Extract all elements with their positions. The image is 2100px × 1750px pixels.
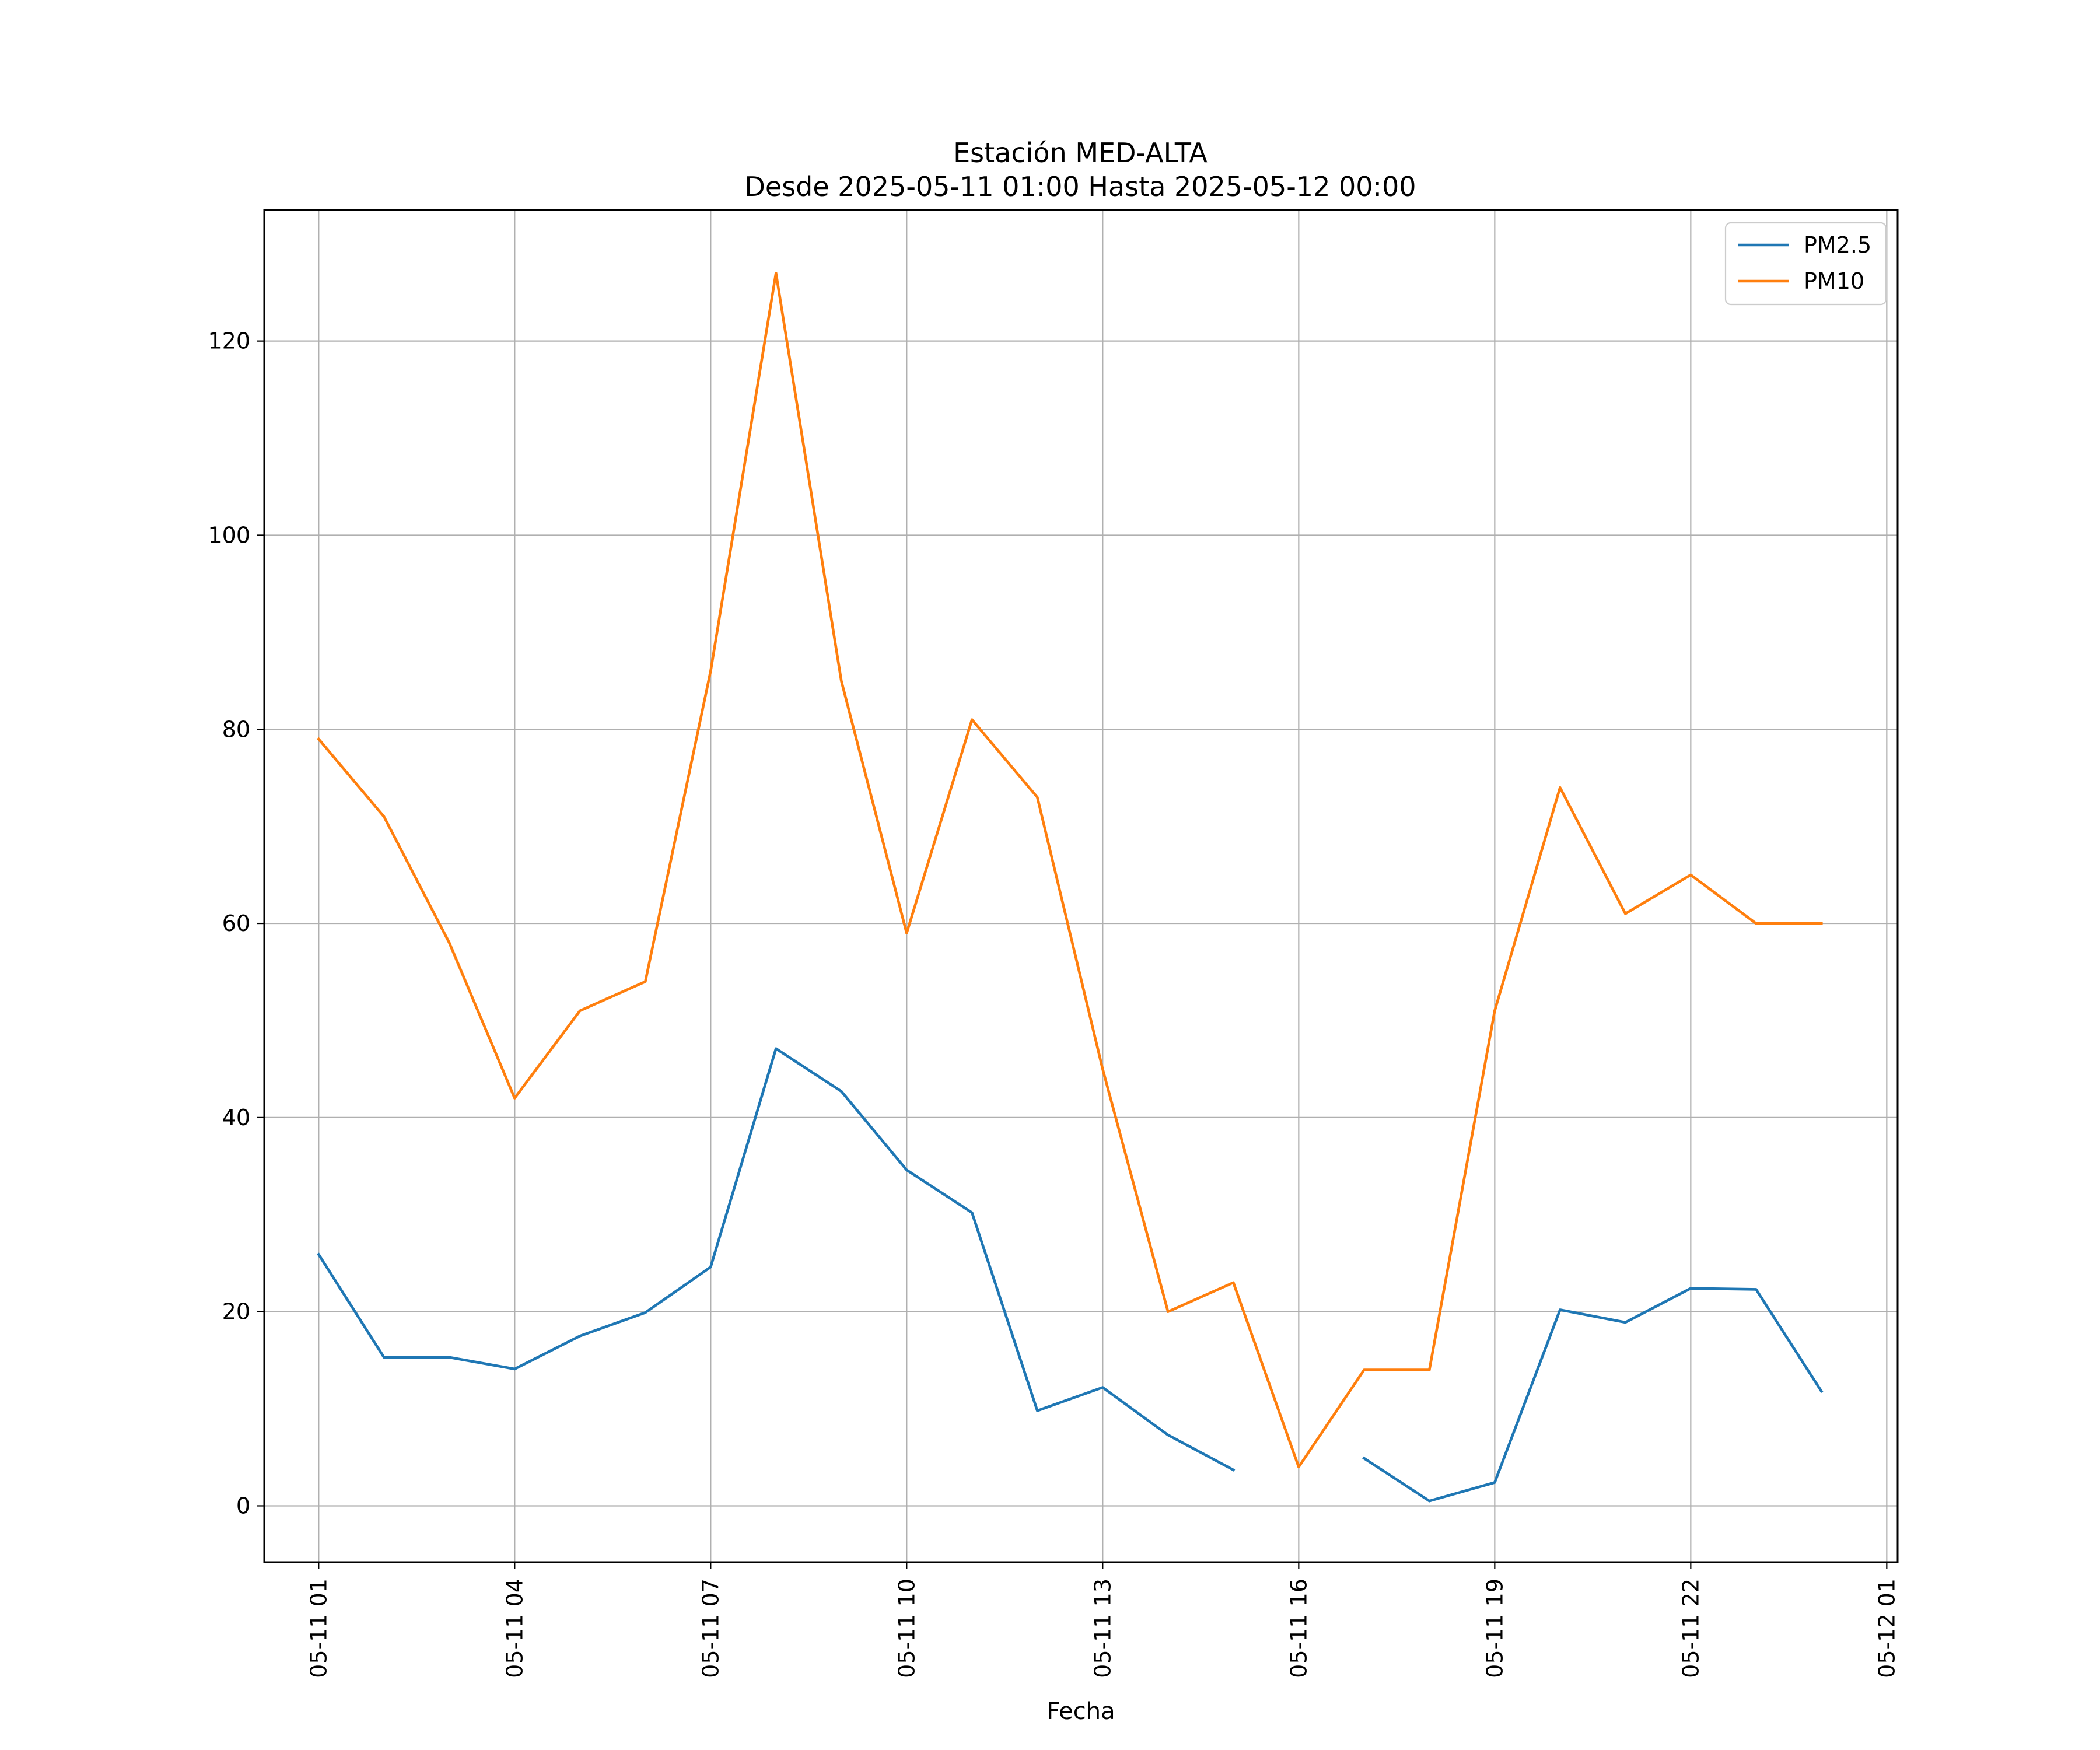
legend-label: PM10 xyxy=(1804,268,1864,294)
legend: PM2.5 PM10 xyxy=(1724,222,1887,306)
chart-subtitle: Desde 2025-05-11 01:00 Hasta 2025-05-12 … xyxy=(744,171,1416,202)
x-tick-label: 05-11 19 xyxy=(1482,1578,1507,1678)
x-tick-label: 05-11 16 xyxy=(1286,1578,1311,1678)
series-line-pm25 xyxy=(317,1047,1824,1503)
y-tick-label: 0 xyxy=(236,1493,250,1518)
y-tick-label: 80 xyxy=(222,716,250,742)
legend-box xyxy=(1724,222,1887,306)
y-tick-label: 20 xyxy=(222,1299,250,1325)
x-tick-label: 05-11 10 xyxy=(894,1578,919,1678)
series-line-pm10 xyxy=(317,271,1823,1469)
x-tick-label: 05-12 01 xyxy=(1874,1578,1899,1678)
grid xyxy=(264,210,1898,1562)
x-axis-label: Fecha xyxy=(1046,1698,1115,1725)
y-tick-label: 60 xyxy=(222,911,250,936)
x-tick-label: 05-11 04 xyxy=(502,1578,527,1678)
legend-label: PM2.5 xyxy=(1804,232,1871,258)
plot-frame xyxy=(263,209,1899,1563)
y-tick-label: 40 xyxy=(222,1105,250,1130)
x-tick-label: 05-11 13 xyxy=(1090,1578,1115,1678)
series-layer xyxy=(317,271,1824,1503)
x-tick-label: 05-11 22 xyxy=(1678,1578,1703,1678)
y-tick-label: 120 xyxy=(208,328,250,354)
x-axis: 05-11 01 05-11 04 05-11 07 05-11 10 05-11 13… xyxy=(306,1562,1899,1678)
chart-title: Estación MED-ALTA xyxy=(953,137,1208,169)
x-tick-label: 05-11 01 xyxy=(306,1578,331,1678)
y-tick-label: 100 xyxy=(208,522,250,548)
y-axis: 0 20 40 60 80 100 120 xyxy=(208,328,264,1518)
x-tick-label: 05-11 07 xyxy=(698,1578,723,1678)
